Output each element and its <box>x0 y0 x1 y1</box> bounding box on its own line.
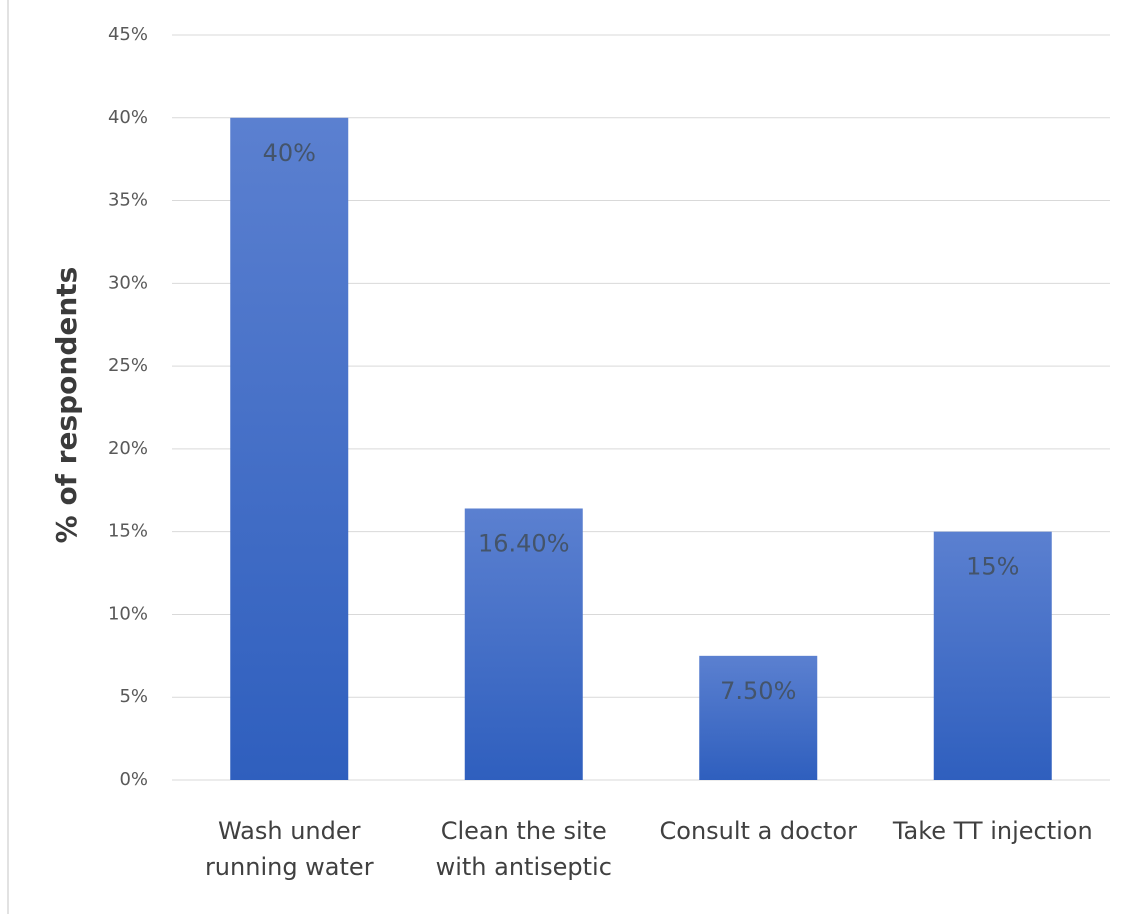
y-tick-label: 40% <box>108 107 148 128</box>
bar <box>464 508 583 780</box>
bar <box>230 117 349 781</box>
x-tick-label: Wash under <box>218 817 361 845</box>
data-label: 40% <box>263 139 316 167</box>
bar <box>699 655 818 780</box>
y-tick-label: 45% <box>108 24 148 45</box>
y-tick-label: 0% <box>119 769 148 790</box>
y-tick-label: 5% <box>119 686 148 707</box>
y-tick-label: 20% <box>108 438 148 459</box>
y-tick-label: 35% <box>108 190 148 211</box>
x-tick-label: with antiseptic <box>436 853 612 881</box>
y-tick-label: 30% <box>108 272 148 293</box>
x-tick-label: Take TT injection <box>892 817 1093 845</box>
y-tick-label: 15% <box>108 521 148 542</box>
chart-border <box>7 0 9 914</box>
y-axis-label: % of respondents <box>50 267 83 544</box>
data-label: 7.50% <box>720 677 796 705</box>
y-tick-label: 10% <box>108 603 148 624</box>
y-tick-label: 25% <box>108 355 148 376</box>
bar <box>933 531 1052 780</box>
data-label: 15% <box>966 553 1019 581</box>
x-tick-label: running water <box>205 853 374 881</box>
x-tick-label: Consult a doctor <box>660 817 858 845</box>
x-tick-label: Clean the site <box>441 817 607 845</box>
data-label: 16.40% <box>478 529 570 557</box>
